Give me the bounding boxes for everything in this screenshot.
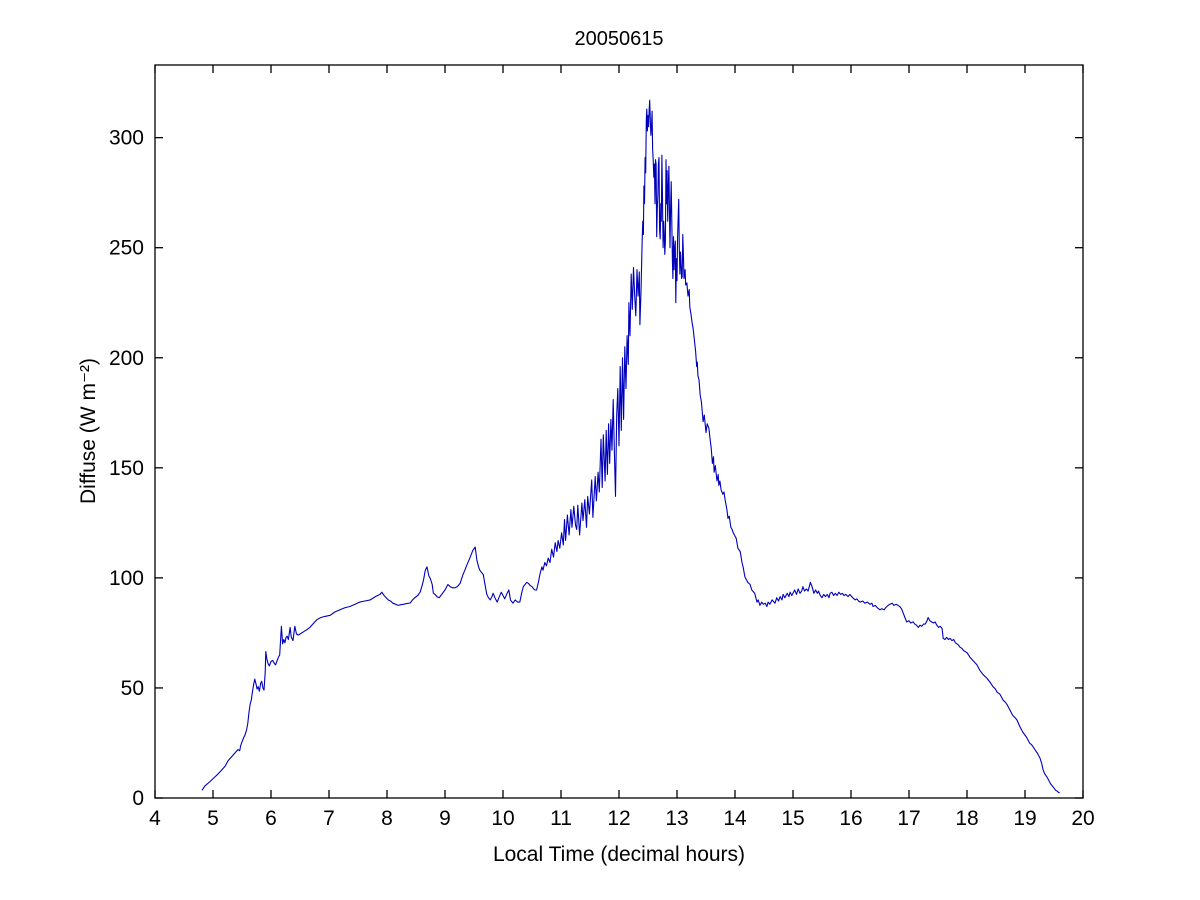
x-tick-label: 15 bbox=[781, 807, 804, 830]
data-line bbox=[201, 99, 1060, 794]
x-tick-label: 10 bbox=[491, 807, 514, 830]
y-tick-label: 100 bbox=[109, 567, 144, 590]
x-tick-label: 12 bbox=[607, 807, 630, 830]
y-tick-label: 150 bbox=[109, 457, 144, 480]
y-tick-labels: 0 50 100 150 200 250 300 bbox=[109, 127, 144, 810]
y-axis-label: Diffuse (W m⁻²) bbox=[77, 358, 100, 504]
y-axis-ticks bbox=[155, 136, 1083, 799]
x-tick-label: 19 bbox=[1013, 807, 1036, 830]
x-tick-labels: 4 5 6 7 8 9 10 11 12 13 14 15 16 17 18 19 20 bbox=[149, 807, 1095, 830]
y-tick-label: 250 bbox=[109, 237, 144, 260]
x-tick-label: 17 bbox=[897, 807, 920, 830]
x-tick-label: 8 bbox=[381, 807, 393, 830]
y-tick-label: 300 bbox=[109, 127, 144, 150]
x-tick-label: 11 bbox=[550, 807, 572, 830]
x-tick-label: 14 bbox=[723, 807, 747, 830]
x-tick-label: 13 bbox=[665, 807, 688, 830]
x-axis-label: Local Time (decimal hours) bbox=[493, 843, 745, 866]
x-tick-label: 4 bbox=[149, 807, 161, 830]
x-axis-ticks bbox=[154, 65, 1084, 798]
x-tick-label: 20 bbox=[1071, 807, 1094, 830]
y-tick-label: 50 bbox=[121, 677, 144, 700]
x-tick-label: 7 bbox=[323, 807, 335, 830]
x-tick-label: 5 bbox=[207, 807, 219, 830]
x-tick-label: 16 bbox=[839, 807, 862, 830]
chart-title: 20050615 bbox=[575, 28, 664, 50]
x-tick-label: 9 bbox=[439, 807, 451, 830]
y-tick-label: 200 bbox=[109, 347, 144, 370]
x-tick-label: 6 bbox=[265, 807, 277, 830]
x-tick-label: 18 bbox=[955, 807, 978, 830]
y-tick-label: 0 bbox=[132, 787, 144, 810]
